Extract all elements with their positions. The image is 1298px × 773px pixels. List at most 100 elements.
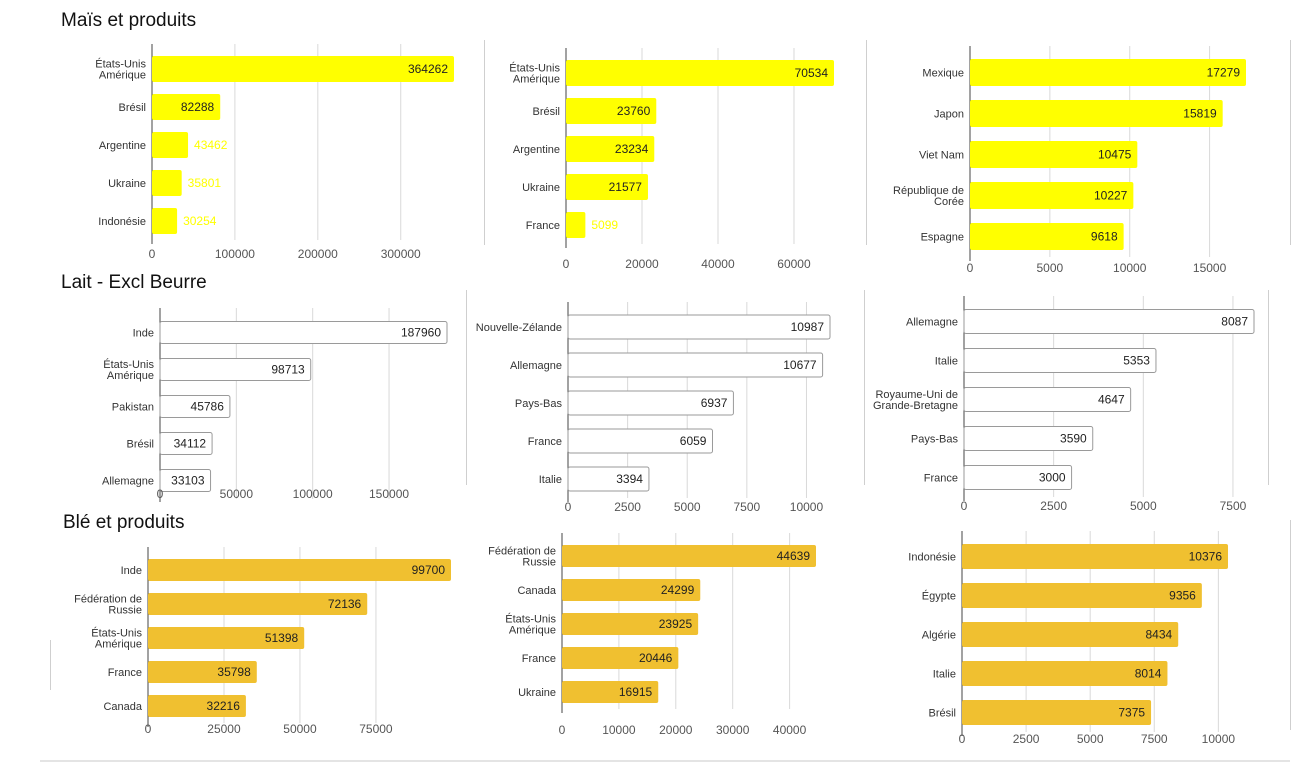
category-label: Italie <box>935 356 958 368</box>
value-label: 3000 <box>1039 471 1066 485</box>
panel-divider <box>1268 290 1269 485</box>
category-label: Espagne <box>921 232 964 244</box>
bar <box>152 56 454 82</box>
x-tick-label: 0 <box>959 732 966 746</box>
category-label: Brésil <box>126 439 154 451</box>
bar <box>148 559 451 581</box>
chart-panel-lait-1: Inde 187960 États-Unis Amérique 98713 Pakista… <box>60 290 464 502</box>
bar <box>566 60 834 86</box>
value-label: 44639 <box>777 549 811 563</box>
category-label: Japon <box>934 109 964 121</box>
bar <box>152 94 221 120</box>
x-tick-label: 10000 <box>1113 261 1147 272</box>
value-label: 364262 <box>408 62 448 76</box>
value-label: 45786 <box>191 400 225 414</box>
bar <box>159 321 448 344</box>
x-tick-label: 0 <box>157 487 164 501</box>
bar-chart: Nouvelle-Zélande 10987 Allemagne 10677 Pays-… <box>476 302 831 514</box>
bar <box>152 132 189 158</box>
x-tick-label: 10000 <box>1202 732 1236 746</box>
category-label: États-Unis Amérique <box>95 58 146 82</box>
x-tick-label: 0 <box>563 257 570 271</box>
value-label: 4647 <box>1098 393 1125 407</box>
value-label: 3590 <box>1060 432 1087 446</box>
value-label: 10677 <box>783 358 817 372</box>
x-tick-label: 20000 <box>659 723 693 737</box>
category-label: Pakistan <box>112 402 154 414</box>
bar <box>962 583 1202 608</box>
value-label: 10376 <box>1189 550 1223 564</box>
bar <box>970 100 1223 127</box>
section-title-ble: Blé et produits <box>63 512 185 533</box>
x-tick-label: 25000 <box>207 722 241 736</box>
x-tick-label: 10000 <box>602 723 636 737</box>
category-label: Royaume-Uni de Grande-Bretagne <box>873 389 958 412</box>
x-tick-label: 2500 <box>614 500 641 514</box>
bar <box>159 358 312 381</box>
bar <box>159 469 212 492</box>
value-label: 51398 <box>265 631 299 645</box>
bar <box>562 647 679 669</box>
bar <box>963 465 1073 490</box>
panel-divider <box>484 40 485 245</box>
category-label: France <box>924 473 958 485</box>
value-label: 6059 <box>680 434 707 448</box>
chart-panel-mais-2: États-Unis Amérique 70534 Brésil 23760 Argent… <box>486 40 864 272</box>
value-label: 23760 <box>617 104 651 118</box>
chart-panel-ble-2: Fédération de Russie 44639 Canada 24299 États… <box>470 525 860 745</box>
bar <box>963 387 1132 412</box>
value-label: 9356 <box>1169 589 1196 603</box>
category-label: Argentine <box>99 140 146 152</box>
x-tick-label: 150000 <box>369 487 409 501</box>
bar <box>970 59 1246 86</box>
bar <box>562 579 701 601</box>
chart-panel-lait-3: Allemagne 8087 Italie 5353 Royaume-Uni de Gra… <box>866 290 1266 512</box>
x-tick-label: 60000 <box>777 257 811 271</box>
bar <box>567 428 713 454</box>
x-tick-label: 7500 <box>1220 499 1247 512</box>
panel-divider <box>866 40 867 245</box>
value-label: 8087 <box>1221 315 1248 329</box>
bar <box>962 661 1168 686</box>
category-label: Brésil <box>118 102 146 114</box>
category-label: Indonésie <box>98 216 146 228</box>
panel-divider <box>50 640 51 690</box>
bar-chart: Inde 99700 Fédération de Russie 72136 États-U… <box>74 547 451 736</box>
x-tick-label: 0 <box>961 499 968 512</box>
x-tick-label: 30000 <box>716 723 750 737</box>
bar <box>159 395 231 418</box>
bar <box>970 141 1138 168</box>
x-tick-label: 50000 <box>220 487 254 501</box>
category-label: Ukraine <box>522 182 560 194</box>
bar <box>566 212 586 238</box>
x-tick-label: 300000 <box>381 247 421 261</box>
bar <box>562 613 699 635</box>
category-label: Égypte <box>922 590 956 603</box>
x-tick-label: 5000 <box>1130 499 1157 512</box>
value-label: 9618 <box>1091 230 1118 244</box>
x-tick-label: 0 <box>559 723 566 737</box>
value-label: 8434 <box>1146 628 1173 642</box>
bar <box>152 170 182 196</box>
chart-panel-ble-1: Inde 99700 Fédération de Russie 72136 États-U… <box>56 540 456 742</box>
value-label: 5353 <box>1123 354 1150 368</box>
chart-panel-lait-2: Nouvelle-Zélande 10987 Allemagne 10677 Pays-… <box>468 290 862 516</box>
category-label: Mexique <box>922 68 964 80</box>
category-label: Ukraine <box>108 178 146 190</box>
value-label: 6937 <box>701 396 728 410</box>
value-label: 20446 <box>639 651 673 665</box>
x-tick-label: 0 <box>967 261 974 272</box>
bar <box>148 695 246 717</box>
category-label: Pays-Bas <box>515 398 563 410</box>
bar <box>567 352 824 378</box>
category-label: États-Unis Amérique <box>505 613 556 637</box>
value-label: 3394 <box>616 472 643 486</box>
bar <box>566 136 655 162</box>
bar-chart: Mexique 17279 Japon 15819 Viet Nam 10475 Répub… <box>893 46 1246 272</box>
value-label: 70534 <box>795 66 829 80</box>
bar <box>567 314 831 340</box>
category-label: Fédération de Russie <box>74 594 142 617</box>
bar <box>159 432 213 455</box>
x-tick-label: 75000 <box>359 722 393 736</box>
bar <box>970 182 1134 209</box>
